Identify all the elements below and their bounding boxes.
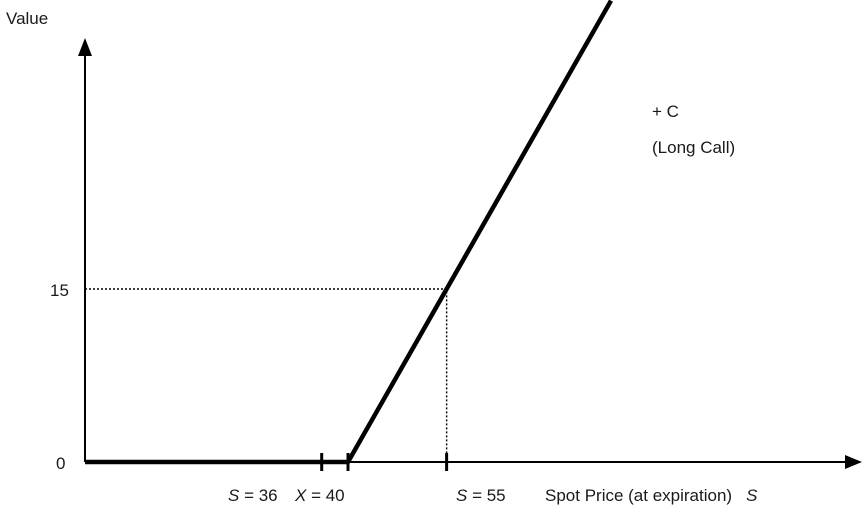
x-axis-symbol: S xyxy=(746,486,758,505)
x-marker-label-36: S = 36 xyxy=(228,486,278,505)
x-axis-arrowhead xyxy=(845,455,862,469)
x-marker-label-40: X = 40 xyxy=(294,486,345,505)
x-axis-label: Spot Price (at expiration) S xyxy=(545,486,758,505)
x-axis-label-text: Spot Price (at expiration) xyxy=(545,486,732,505)
guide-line-55 xyxy=(85,288,448,462)
y-axis-label: Value xyxy=(6,9,48,28)
series-label-line1: + C xyxy=(652,102,679,121)
x-marker-label-55: S = 55 xyxy=(456,486,506,505)
series-label-line2: (Long Call) xyxy=(652,138,735,157)
y-tick-label-15: 15 xyxy=(50,281,69,300)
y-axis-arrowhead xyxy=(78,38,92,56)
y-tick-label-0: 0 xyxy=(56,454,65,473)
long-call-payoff-line xyxy=(85,0,613,465)
